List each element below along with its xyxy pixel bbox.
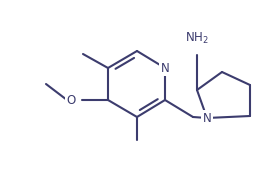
Text: NH$_2$: NH$_2$: [185, 30, 209, 45]
Text: N: N: [161, 61, 169, 75]
Text: N: N: [203, 112, 211, 124]
Text: O: O: [66, 93, 76, 107]
